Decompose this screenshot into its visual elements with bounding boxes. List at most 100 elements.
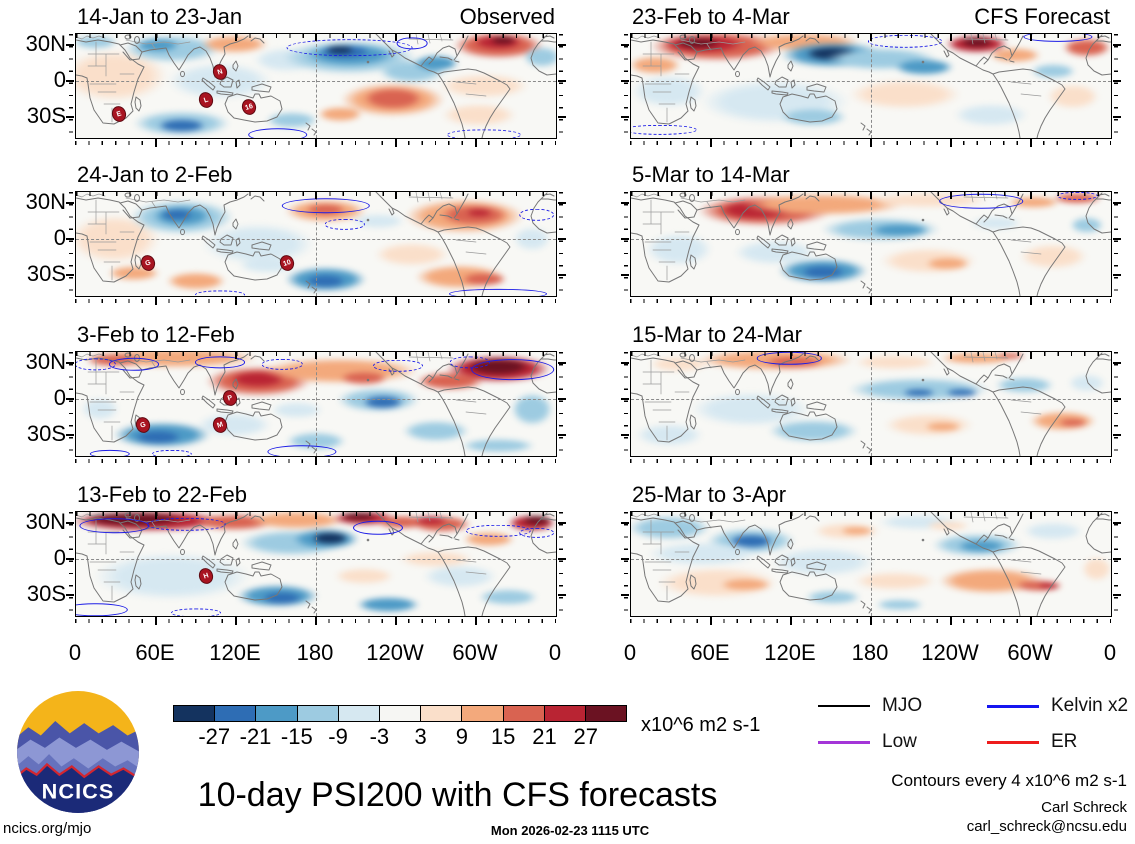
anomaly-blob [1077,553,1111,585]
major-tick [621,362,629,364]
colorbar [173,705,628,722]
major-tick [1113,116,1121,118]
anomaly-blob [517,514,556,527]
major-tick [475,34,477,41]
wave-contour-dashed [195,290,245,296]
major-tick [66,116,74,118]
wave-contour-dashed [447,129,521,138]
lon-axis-label: 60W [1007,640,1053,665]
anomaly-blob [1014,519,1092,543]
map-clip: N L 16 E [76,34,556,138]
major-tick [1030,457,1032,465]
minor-ticks [624,512,628,616]
anomaly-blob [255,590,309,607]
contours-interval-note: Contours every 4 x10^6 m2 s-1 [891,771,1127,790]
major-tick [558,522,566,524]
major-tick [315,457,317,465]
major-tick [558,558,566,560]
major-tick [235,192,237,199]
panel-title: 3-Feb to 12-Feb [77,322,235,347]
major-tick [155,192,157,199]
anomaly-blob [842,569,948,593]
anomaly-blob [640,355,718,374]
major-tick [621,558,629,560]
anomaly-blob [1053,417,1092,428]
major-tick [1030,512,1032,519]
major-tick [475,512,477,519]
wave-contour-dashed [631,124,697,135]
wave-contour-dashed [324,219,365,230]
major-tick [395,297,397,305]
major-tick [1113,594,1121,596]
dateline-gridline [871,34,872,138]
legend-label: ER [1051,731,1078,752]
anomaly-blob [186,409,283,441]
wave-contour-dashed [372,359,423,372]
major-tick [710,512,712,519]
lat-axis-label: 0 [53,385,66,410]
lat-axis-label: 30N [25,509,66,534]
minor-ticks [69,352,73,456]
anomaly-blob [835,525,879,537]
major-tick [870,192,872,199]
wave-contour-dashed [519,208,555,222]
major-tick [710,192,712,199]
lon-axis-label: 0 [623,640,637,665]
major-tick [621,522,629,524]
map-clip [631,512,1111,616]
map-panel-obs-1: 14-Jan to 23-Jan Observed N L 16 E [66,4,566,150]
major-tick [395,457,397,465]
major-tick [621,398,629,400]
anomaly-blob [755,416,871,446]
anomaly-blob [332,369,396,387]
coastline-map [631,512,1111,616]
website-url: ncics.org/mjo [3,820,92,837]
minor-ticks [624,192,628,296]
major-tick [1030,139,1032,147]
panel-title: 13-Feb to 22-Feb [77,482,247,507]
legend-line-low [818,741,870,744]
wave-contour-dashed [146,518,226,531]
major-tick [395,34,397,41]
author-name: Carl Schreck [1041,799,1127,816]
anomaly-blob [981,45,1049,65]
dateline-gridline [316,34,317,138]
minor-ticks [1114,192,1118,296]
minor-ticks [69,34,73,138]
panel-title: 25-Mar to 3-Apr [632,482,787,507]
major-tick [790,457,792,465]
map-panel-obs-3: 3-Feb to 12-Feb P G M [66,322,566,468]
colorbar-cell [173,705,216,722]
anomaly-blob [306,530,355,546]
map-plot-fcst-2 [621,191,1121,305]
map-plot-fcst-3 [621,351,1121,465]
anomaly-blob [462,207,496,218]
colorbar-cell [543,705,586,722]
map-panel-fcst-3: 15-Mar to 24-Mar [621,322,1121,468]
map-panel-fcst-1: 23-Feb to 4-Mar CFS Forecast [621,4,1121,150]
major-tick [66,522,74,524]
major-tick [558,434,566,436]
major-tick [790,192,792,199]
major-tick [1113,274,1121,276]
major-tick [950,352,952,359]
major-tick [790,139,792,147]
panel-title: 5-Mar to 14-Mar [632,162,790,187]
wave-contour-solid [267,445,337,456]
wave-contour-solid [247,128,308,138]
major-tick [790,297,792,305]
lat-axis-label: 30S [26,581,66,606]
major-tick [790,34,792,41]
major-tick [870,617,872,625]
anomaly-blob [157,270,235,293]
coastline-map [631,192,1111,296]
lon-axis-label: 180 [296,640,334,665]
anomaly-blob [505,388,556,430]
major-tick [710,139,712,147]
anomaly-blob [631,420,713,450]
lon-axis-label: 120E [209,640,261,665]
major-tick [1113,202,1121,204]
map-clip [631,352,1111,456]
anomaly-blob [897,387,941,398]
